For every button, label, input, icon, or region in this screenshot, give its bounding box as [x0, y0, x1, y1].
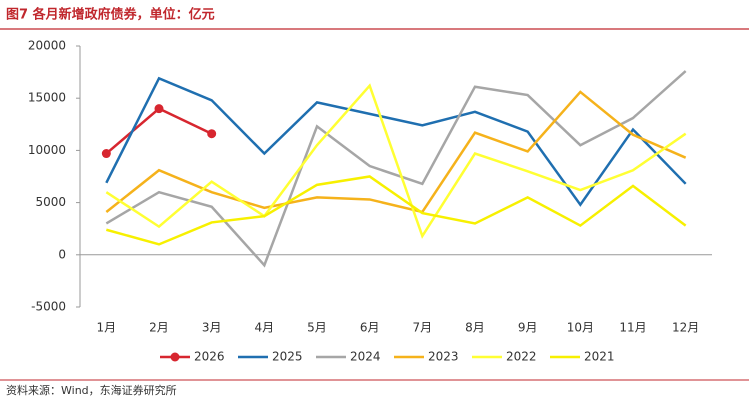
y-tick-label: 5000 [35, 195, 66, 209]
x-tick-label: 3月 [202, 321, 222, 335]
x-tick-label: 11月 [619, 321, 646, 335]
x-tick-label: 7月 [413, 321, 433, 335]
x-tick-label: 10月 [567, 321, 594, 335]
legend-label: 2021 [584, 350, 615, 364]
point [101, 149, 111, 159]
legend-marker [170, 352, 180, 362]
source-note: 资料来源：Wind，东海证券研究所 [6, 383, 177, 397]
x-tick-label: 6月 [360, 321, 380, 335]
x-tick-label: 5月 [307, 321, 327, 335]
series-line [105, 175, 687, 246]
x-tick-label: 4月 [255, 321, 275, 335]
y-tick-label: -5000 [31, 300, 66, 314]
y-tick-label: 0 [58, 247, 66, 261]
x-tick-label: 9月 [518, 321, 538, 335]
series-line [105, 83, 687, 239]
chart-title: 图7 各月新增政府债券，单位：亿元 [6, 7, 215, 23]
legend-label: 2026 [194, 350, 225, 364]
point [154, 104, 164, 114]
series-line [105, 70, 687, 268]
legend-label: 2022 [506, 350, 537, 364]
series-line [105, 76, 687, 207]
legend-label: 2024 [350, 350, 381, 364]
legend-label: 2025 [272, 350, 303, 364]
series-line [105, 107, 213, 155]
x-tick-label: 12月 [672, 321, 699, 335]
x-tick-label: 2月 [149, 321, 169, 335]
y-tick-label: 20000 [28, 39, 66, 53]
y-tick-label: 10000 [28, 143, 66, 157]
legend-label: 2023 [428, 350, 459, 364]
y-tick-label: 15000 [28, 91, 66, 105]
point [207, 129, 217, 139]
x-tick-label: 1月 [97, 321, 117, 335]
x-tick-label: 8月 [465, 321, 485, 335]
